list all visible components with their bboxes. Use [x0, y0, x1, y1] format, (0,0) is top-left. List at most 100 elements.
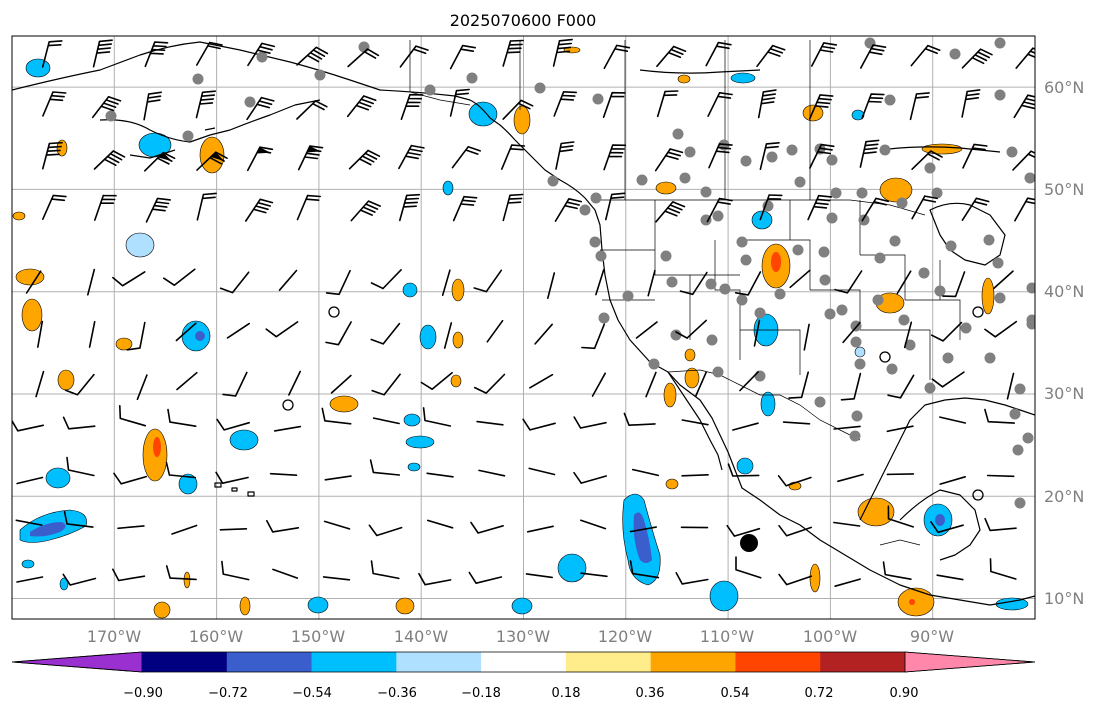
colorbar-segment	[396, 652, 482, 672]
station-dot	[884, 94, 896, 106]
lon-label: 130°W	[496, 627, 551, 646]
station-dot	[851, 410, 863, 422]
wind-barb	[245, 198, 274, 222]
wind-barb	[936, 574, 964, 581]
wind-barb	[399, 45, 429, 68]
wind-barb	[426, 519, 454, 529]
wind-barb	[605, 192, 626, 221]
station-dot	[592, 93, 604, 105]
station-dot	[712, 366, 724, 378]
wind-barb	[476, 420, 504, 426]
wind-barb	[734, 271, 762, 296]
station-dot	[579, 204, 591, 216]
wind-barb	[931, 371, 965, 388]
wind-barb	[163, 268, 196, 286]
wind-barb	[886, 473, 915, 476]
station-dot	[960, 322, 972, 334]
wind-barb	[502, 193, 524, 222]
station-dot	[358, 41, 370, 53]
station-dot	[754, 307, 766, 319]
station-dot	[896, 197, 908, 209]
wind-barb	[325, 321, 352, 346]
wind-barb	[348, 149, 381, 170]
wind-barb	[679, 271, 708, 296]
station-dot	[766, 151, 778, 163]
wind-barb	[288, 370, 301, 396]
wind-barb	[1013, 94, 1035, 119]
wind-barb	[528, 467, 556, 476]
wind-barb	[986, 474, 1015, 478]
wind-barb	[196, 192, 217, 221]
colorbar-segment	[565, 652, 652, 672]
station-dot	[994, 292, 1006, 304]
wind-barb	[581, 323, 606, 350]
wind-barb	[833, 521, 861, 527]
station-dot	[740, 155, 752, 167]
wind-barb	[368, 524, 403, 537]
wind-barb	[602, 91, 626, 118]
station-dot	[850, 336, 862, 348]
station-dot	[826, 212, 838, 224]
wind-barb	[735, 556, 762, 579]
wind-barb-pennant	[158, 152, 172, 162]
wind-barb	[176, 371, 198, 391]
station-dot	[898, 314, 910, 326]
wind-barb	[886, 425, 914, 433]
wind-barb	[1006, 372, 1015, 400]
wind-barb	[645, 371, 657, 398]
lon-label: 140°W	[394, 627, 449, 646]
wind-barb	[809, 143, 835, 169]
wind-barb	[167, 408, 197, 427]
wind-barb	[789, 269, 811, 289]
wind-barb	[324, 475, 352, 481]
wind-barb	[910, 44, 941, 67]
wind-barb	[16, 476, 44, 485]
wind-barb	[369, 459, 401, 476]
wind-barb	[165, 565, 197, 581]
station-dot	[679, 172, 691, 184]
wind-barb	[269, 472, 298, 476]
wind-barb	[42, 194, 67, 220]
wind-barb	[266, 519, 300, 533]
station-dot	[754, 370, 766, 382]
station-dot	[942, 352, 954, 364]
wind-barb	[655, 201, 686, 223]
wind-barb	[739, 371, 759, 392]
wind-barb	[647, 269, 656, 297]
station-dot	[874, 252, 886, 264]
wind-barb	[861, 197, 890, 222]
station-dot	[466, 72, 478, 84]
wind-barb	[278, 269, 298, 291]
station-dot	[924, 382, 936, 394]
wind-barb	[522, 418, 556, 431]
wind-barb	[370, 269, 402, 290]
station-dot	[992, 257, 1004, 269]
wind-barb	[573, 471, 607, 484]
wind-barb	[591, 372, 606, 397]
wind-barb	[63, 510, 94, 528]
wind-barb	[323, 520, 351, 530]
wind-barb	[962, 143, 988, 169]
station-dot	[1014, 497, 1026, 509]
station-dot	[872, 294, 884, 306]
wind-barb	[757, 89, 777, 119]
wind-barb	[654, 148, 684, 172]
station-dot	[1022, 432, 1034, 444]
wind-barb	[984, 320, 1018, 338]
station-dot	[786, 144, 798, 156]
wind-barb	[195, 90, 216, 119]
station-dot	[256, 51, 268, 63]
wind-barb	[911, 150, 943, 170]
wind-barb	[939, 416, 967, 424]
wind-barb	[112, 568, 146, 582]
colorbar-tick-labels: −0.90 −0.72 −0.54 −0.36 −0.18 0.18 0.36 …	[123, 686, 918, 701]
colorbar-segment	[650, 652, 736, 672]
lat-label: 10°N	[1044, 589, 1084, 608]
wind-barb	[420, 371, 453, 390]
colorbar-tick-label: 0.54	[721, 686, 750, 701]
wind-barb	[534, 323, 553, 345]
wind-barb	[171, 524, 198, 535]
wind-barb	[350, 200, 381, 222]
station-dot	[1024, 172, 1035, 184]
wind-barb	[92, 39, 113, 68]
